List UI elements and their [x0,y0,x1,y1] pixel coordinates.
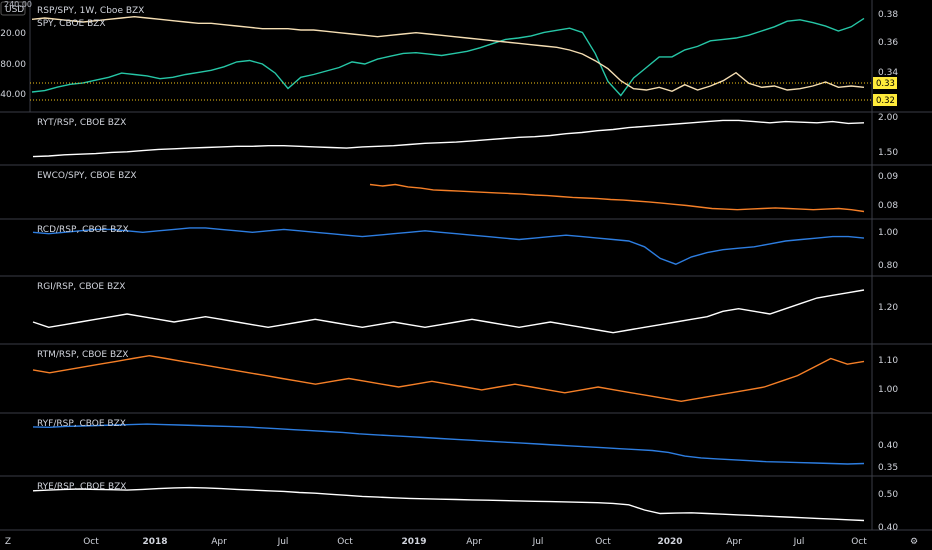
y-tick-label: 1.00 [878,228,898,238]
y-tick-label: 0.08 [878,201,898,211]
pane-subtitle: SPY, CBOE BZX [37,19,106,29]
y-tick-label: 0.80 [878,261,898,271]
series-line [369,183,865,213]
price-tag-label: 0.33 [876,79,895,89]
y-tick-label: 0.35 [878,463,898,473]
pane-title: RYE/RSP, CBOE BZX [37,482,126,492]
y-tick-label: 1.00 [878,385,898,395]
pane-title: EWCO/SPY, CBOE BZX [37,171,137,181]
x-tick-label: Jul [277,537,289,547]
x-tick-label: Apr [211,537,227,547]
pane-title: RYF/RSP, CBOE BZX [37,419,126,429]
currency-label: USD [5,5,24,15]
x-tick-label: Jul [532,537,544,547]
y-tick-label: 0.36 [878,38,898,48]
x-tick-label: Oct [595,537,611,547]
series-line-rsp-spy [31,15,865,93]
series-line [32,423,865,465]
x-tick-label: Apr [726,537,742,547]
x-tick-label: Oct [83,537,99,547]
x-tick-label: Jul [793,537,805,547]
series-line [32,486,865,522]
y-tick-label: 1.10 [878,356,898,366]
price-tag [873,77,897,89]
series-line-spy [31,17,865,97]
pane-title: RSP/SPY, 1W, Cboe BZX [37,6,144,16]
pane-title: RTM/RSP, CBOE BZX [37,350,128,360]
price-tag [873,94,897,106]
x-tick-label: 2020 [657,537,682,547]
x-tick-label: Apr [466,537,482,547]
pane-title: RCD/RSP, CBOE BZX [37,225,129,235]
corner-label: 240.00 [4,0,32,9]
y-tick-label-left: 240.00 [0,90,26,100]
y-tick-label: 1.50 [878,148,898,158]
x-tick-label: 2018 [142,537,167,547]
y-tick-label-left: 280.00 [0,60,26,70]
series-line [32,354,865,403]
y-tick-label: 0.38 [878,10,898,20]
x-tick-label: 2019 [401,537,426,547]
pane-title: RYT/RSP, CBOE BZX [37,118,126,128]
currency-badge [0,1,26,16]
settings-icon: ⚙ [910,537,918,547]
series-line [32,289,865,334]
y-tick-label: 1.20 [878,303,898,313]
y-tick-label: 0.40 [878,441,898,451]
y-tick-label: 2.00 [878,113,898,123]
y-tick-label: 0.09 [878,172,898,182]
y-tick-label: 0.34 [878,68,898,78]
x-tick-label: Oct [337,537,353,547]
series-line [32,227,865,265]
zoom-icon: Z [5,537,11,547]
y-tick-label-left: 320.00 [0,29,26,39]
pane-title: RGI/RSP, CBOE BZX [37,282,125,292]
y-tick-label: 0.50 [878,490,898,500]
x-tick-label: Oct [851,537,867,547]
y-tick-label: 0.40 [878,523,898,533]
price-tag-label: 0.32 [876,96,895,106]
series-line [32,119,865,158]
